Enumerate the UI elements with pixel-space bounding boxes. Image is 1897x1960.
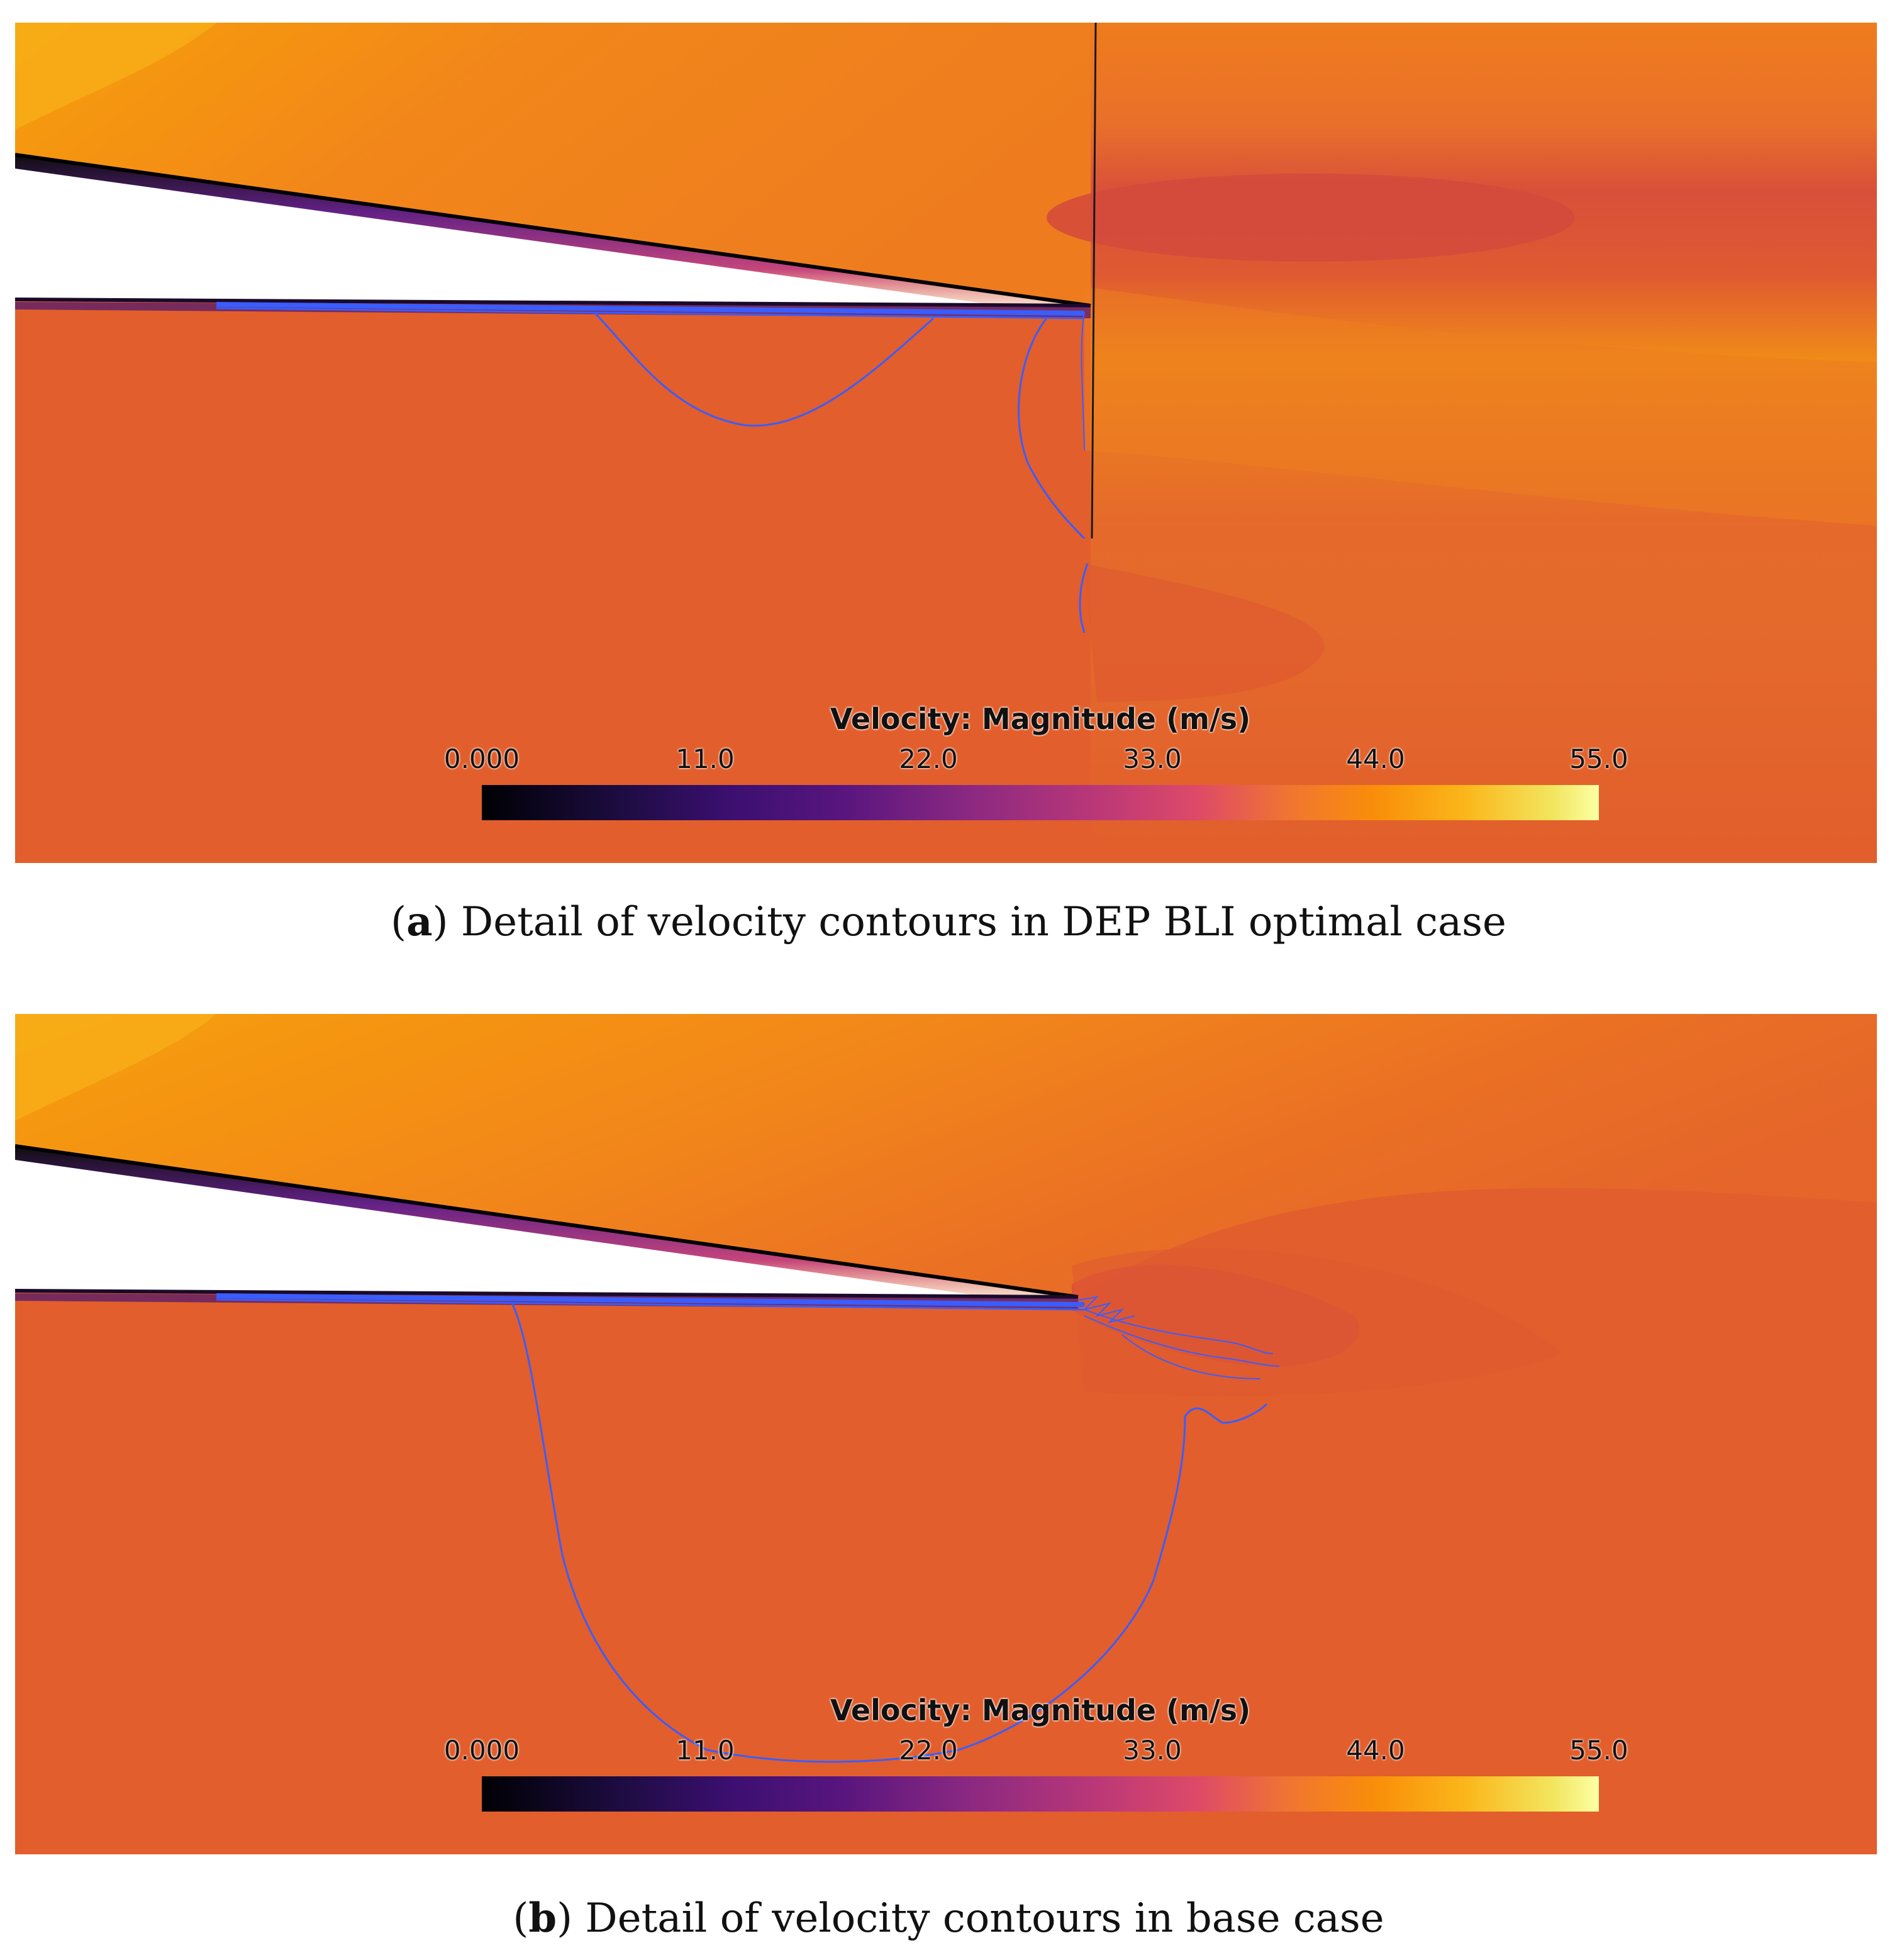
caption-text: Detail of velocity contours in DEP BLI o…: [460, 899, 1506, 945]
caption-a: (a) Detail of velocity contours in DEP B…: [391, 898, 1506, 945]
streamlines-a: [216, 302, 1089, 633]
trailing-edge-vortex: [1077, 1296, 1135, 1323]
lower-wake-lobe: [1084, 564, 1325, 702]
caption-letter: a: [406, 898, 433, 945]
separation-contour-3: [1121, 1334, 1261, 1379]
caption-letter: b: [528, 1895, 557, 1942]
airfoil-lower-edge: [15, 1289, 1079, 1299]
leading-fast-region: [15, 1014, 216, 1121]
trailing-contour: [1018, 318, 1086, 540]
velocity-field-a: [15, 23, 1877, 863]
streamlines-b: [216, 1293, 1280, 1763]
separation-contour-2: [1084, 1315, 1280, 1367]
airfoil-lower-edge: [15, 298, 1091, 308]
caption-b: (b) Detail of velocity contours in base …: [513, 1895, 1384, 1942]
separation-contour-1: [1084, 1309, 1274, 1354]
velocity-field-b: [15, 1014, 1877, 1854]
streamline-bundle-edge: [216, 1298, 1085, 1311]
disk-contour: [1081, 311, 1085, 451]
upper-boundary-layer: [15, 1146, 1078, 1310]
wake-fast-band: [1084, 287, 1877, 526]
wake-slow-core: [1047, 174, 1575, 262]
lower-contour-loop: [592, 311, 935, 427]
streamline-bundle-edge: [216, 307, 1085, 320]
streamline-bundle: [216, 1293, 1085, 1307]
upper-surface-flow: [15, 23, 1091, 306]
airfoil-upper-edge: [15, 153, 1091, 308]
streamline-bundle: [216, 302, 1085, 316]
upper-surface-flow: [15, 1014, 1877, 1297]
panel-b-contour-plot: Velocity: Magnitude (m/s) 0.000 11.0 22.…: [15, 1014, 1877, 1854]
leading-fast-region: [15, 23, 216, 130]
propeller-disk-line: [1091, 23, 1097, 539]
lower-contour-loop: [511, 1303, 1268, 1763]
lower-wake-contour: [1079, 563, 1089, 633]
caption-text: Detail of velocity contours in base case: [585, 1895, 1384, 1942]
upper-boundary-layer: [15, 155, 1091, 318]
airfoil-upper-edge: [15, 1144, 1079, 1299]
panel-a-contour-plot: Velocity: Magnitude (m/s) 0.000 11.0 22.…: [15, 23, 1877, 863]
wake-outer-region: [1072, 1248, 1562, 1396]
